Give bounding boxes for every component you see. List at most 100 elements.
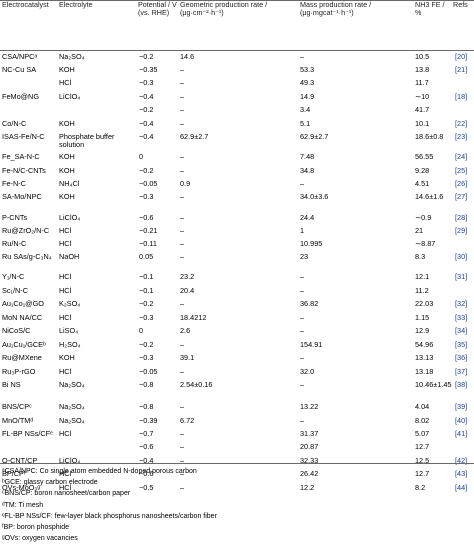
cell-potential: −0.2 [139, 166, 154, 175]
header-catalyst: Electrocatalyst [2, 0, 49, 9]
table-row: MnO/TMᵈ Na₂SO₄ −0.39 6.72 – 8.02 40 [0, 416, 474, 429]
table-row: BP/CPᶠ HCl −0.6 – 26.42 12.7 43 [0, 469, 474, 482]
cell-electrolyte: HCl [59, 367, 72, 376]
cell-ref[interactable]: 41 [455, 429, 471, 438]
cell-nh3-fe: ∼10 [415, 92, 430, 101]
cell-electrolyte: NH₄Cl [59, 179, 80, 188]
cell-ref[interactable]: 30 [455, 252, 471, 261]
cell-ref[interactable]: 34 [455, 326, 471, 335]
cell-geometric-rate: 14.6 [180, 52, 195, 61]
cell-catalyst: BP/CPᶠ [2, 469, 26, 478]
header-nh3-fe: NH3 FE / % [415, 0, 445, 18]
cell-nh3-fe: 18.6±0.8 [415, 132, 444, 141]
cell-ref[interactable]: 39 [455, 402, 471, 411]
cell-potential: −0.3 [139, 313, 154, 322]
cell-ref[interactable]: 23 [455, 132, 471, 141]
cell-nh3-fe: 8.02 [415, 416, 430, 425]
cell-geometric-rate: – [180, 456, 185, 465]
cell-ref[interactable]: 32 [455, 299, 471, 308]
cell-ref[interactable]: 28 [455, 213, 471, 222]
cell-nh3-fe: 4.51 [415, 179, 430, 188]
cell-ref[interactable]: 22 [455, 119, 471, 128]
table-row: NiCoS/C LiSO₄ 0 2.6 – 12.9 34 [0, 326, 474, 339]
cell-ref[interactable]: 43 [455, 469, 471, 478]
cell-geometric-rate: – [180, 402, 185, 411]
cell-nh3-fe: 9.28 [415, 166, 430, 175]
cell-ref[interactable]: 37 [455, 367, 471, 376]
cell-geometric-rate: – [180, 213, 185, 222]
cell-mass-rate: – [300, 313, 305, 322]
cell-ref[interactable]: 26 [455, 179, 471, 188]
cell-nh3-fe: 54.96 [415, 340, 434, 349]
cell-potential: −0.2 [139, 340, 154, 349]
cell-electrolyte: HCl [59, 286, 72, 295]
cell-ref[interactable]: 44 [455, 483, 471, 492]
table-row: SA-Mo/NPC KOH −0.3 – 34.0±3.6 14.6±1.6 27 [0, 192, 474, 211]
table-row: O-CNT/CP LiClO₄ −0.4 – 32.33 12.5 42 [0, 456, 474, 469]
cell-mass-rate: 5.1 [300, 119, 311, 128]
cell-ref[interactable]: 40 [455, 416, 471, 425]
cell-ref[interactable]: 31 [455, 272, 471, 281]
cell-geometric-rate: 39.1 [180, 353, 195, 362]
cell-ref[interactable]: 25 [455, 166, 471, 175]
cell-nh3-fe: 56.55 [415, 152, 434, 161]
cell-geometric-rate: – [180, 105, 185, 114]
table-row: −0.2 – 3.4 41.7 [0, 105, 474, 118]
cell-catalyst: Au₁Cu₁/GCEᵇ [2, 340, 46, 349]
cell-nh3-fe: ∼8.87 [415, 239, 436, 248]
table-row: Fe-N/C-CNTs KOH −0.2 – 34.8 9.28 25 [0, 166, 474, 179]
cell-mass-rate: 14.9 [300, 92, 315, 101]
cell-mass-rate: 3.4 [300, 105, 311, 114]
cell-nh3-fe: 4.04 [415, 402, 430, 411]
cell-electrolyte: HCl [59, 78, 72, 87]
cell-electrolyte: LiClO₄ [59, 92, 81, 101]
cell-ref[interactable]: 20 [455, 52, 471, 61]
cell-mass-rate: – [300, 326, 305, 335]
cell-catalyst: OVs-MoO₃ᵍ [2, 483, 41, 492]
cell-potential: 0.05 [139, 252, 154, 261]
cell-mass-rate: 32.33 [300, 456, 319, 465]
cell-ref[interactable]: 38 [455, 380, 471, 389]
cell-mass-rate: 20.87 [300, 442, 319, 451]
cell-ref[interactable]: 18 [455, 92, 471, 101]
cell-potential: −0.2 [139, 299, 154, 308]
cell-electrolyte: HCl [59, 272, 72, 281]
footnote: ᵉFL-BP NSs/CF: few-layer black phosphoru… [2, 512, 217, 520]
cell-geometric-rate: 62.9±2.7 [180, 132, 209, 141]
cell-geometric-rate: 20.4 [180, 286, 195, 295]
cell-mass-rate: 53.3 [300, 65, 315, 74]
cell-geometric-rate: – [180, 65, 185, 74]
cell-nh3-fe: 11.7 [415, 78, 429, 87]
cell-electrolyte: HCl [59, 483, 72, 492]
cell-potential: −0.2 [139, 105, 154, 114]
cell-mass-rate: 23 [300, 252, 309, 261]
cell-ref[interactable]: 29 [455, 226, 471, 235]
cell-catalyst: Bi NS [2, 380, 21, 389]
cell-nh3-fe: 12.5 [415, 456, 430, 465]
cell-ref[interactable]: 35 [455, 340, 471, 349]
cell-electrolyte: Na₂SO₄ [59, 380, 85, 389]
cell-catalyst: Ru@MXene [2, 353, 42, 362]
cell-ref[interactable]: 42 [455, 456, 471, 465]
table-header: Electrocatalyst Electrolyte Potential / … [0, 0, 474, 50]
cell-ref[interactable]: 36 [455, 353, 471, 362]
cell-electrolyte: HCl [59, 429, 72, 438]
cell-catalyst: P-CNTs [2, 213, 28, 222]
table-row: HCl −0.3 – 49.3 11.7 [0, 78, 474, 91]
cell-electrolyte: KOH [59, 65, 75, 74]
cell-ref[interactable]: 27 [455, 192, 471, 201]
cell-ref[interactable]: 33 [455, 313, 471, 322]
cell-mass-rate: 26.42 [300, 469, 319, 478]
cell-catalyst: MoN NA/CC [2, 313, 43, 322]
cell-nh3-fe: 14.6±1.6 [415, 192, 444, 201]
cell-electrolyte: KOH [59, 166, 75, 175]
cell-potential: −0.8 [139, 380, 154, 389]
header-refs: Refs [453, 0, 468, 9]
cell-mass-rate: 34.8 [300, 166, 315, 175]
cell-ref[interactable]: 21 [455, 65, 471, 74]
cell-electrolyte: HCl [59, 313, 72, 322]
cell-mass-rate: 7.48 [300, 152, 315, 161]
table-row: Co/N-C KOH −0.4 – 5.1 10.1 22 [0, 119, 474, 132]
cell-ref[interactable]: 24 [455, 152, 471, 161]
cell-potential: −0.21 [139, 226, 158, 235]
